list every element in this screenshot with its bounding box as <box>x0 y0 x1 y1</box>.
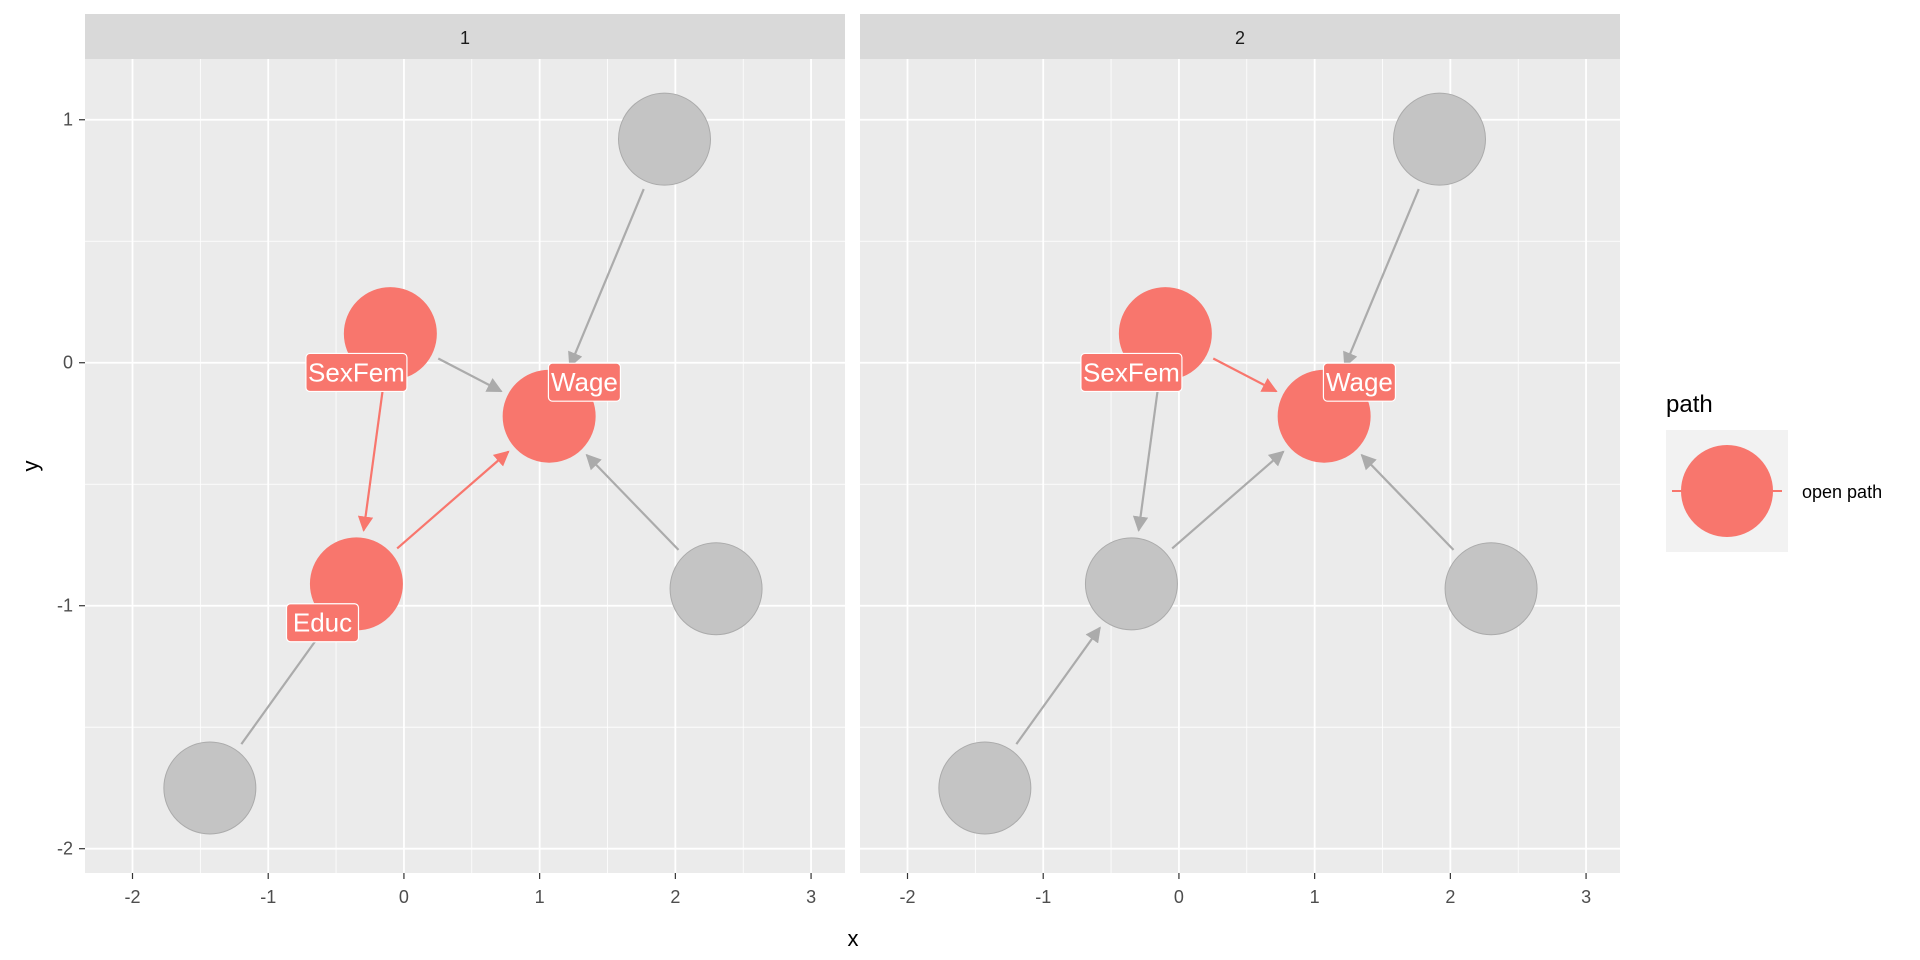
x-tick-label: 1 <box>1310 887 1320 907</box>
node-label-text: Wage <box>551 367 618 397</box>
y-tick-label: -2 <box>57 839 73 859</box>
node-labels: SexFem Wage Educ <box>285 352 622 643</box>
panel-background <box>85 59 845 873</box>
facet-panel-1: 1 -2 -1 0 1 2 3 SexFem Wage Educ <box>85 14 845 907</box>
node-u_top <box>618 92 711 186</box>
node-educ <box>1084 537 1178 631</box>
x-tick-label: 0 <box>1174 887 1184 907</box>
x-tick-label: 3 <box>806 887 816 907</box>
legend-title: path <box>1666 391 1713 418</box>
node-label-box <box>305 352 408 393</box>
y-axis: -2 -1 0 1 <box>57 110 85 859</box>
node-u_top <box>1393 92 1486 186</box>
node-label-box <box>1080 352 1183 393</box>
facet-panels: 1 -2 -1 0 1 2 3 SexFem Wage Educ 2 -2 -1 0 1 2 3 SexFem Wa… <box>85 14 1620 907</box>
node-label-sexfem: SexFem <box>305 352 408 393</box>
facet-panel-2: 2 -2 -1 0 1 2 3 SexFem Wage <box>860 14 1620 907</box>
node-label-text: Educ <box>293 608 352 638</box>
x-tick-label: -1 <box>260 887 276 907</box>
x-tick-label: -2 <box>899 887 915 907</box>
node-label-box <box>1322 362 1397 402</box>
node-label-text: Wage <box>1326 367 1393 397</box>
x-axis: -2 -1 0 1 2 3 <box>899 873 1591 907</box>
facet-strip <box>85 14 845 59</box>
facet-strip-label: 1 <box>460 28 470 48</box>
y-tick-label: 1 <box>63 110 73 130</box>
x-tick-label: 0 <box>399 887 409 907</box>
node-u_right <box>669 542 763 636</box>
x-tick-label: -1 <box>1035 887 1051 907</box>
edge-sexfem-to-educ <box>1132 386 1160 532</box>
edge-educ-to-wage <box>1171 450 1285 550</box>
node-u_right <box>1444 542 1538 636</box>
x-tick-label: 3 <box>1581 887 1591 907</box>
node-label-sexfem: SexFem <box>1080 352 1183 393</box>
node-label-wage: Wage <box>1322 362 1397 402</box>
gridlines <box>860 59 1620 873</box>
node-label-wage: Wage <box>547 362 622 402</box>
facet-strip <box>860 14 1620 59</box>
edge-u_right-to-wage <box>1360 453 1455 551</box>
x-tick-label: 1 <box>535 887 545 907</box>
node-u_bottom <box>938 741 1032 835</box>
x-tick-label: -2 <box>124 887 140 907</box>
edge-u_bottom-to-educ <box>1015 626 1101 745</box>
facet-strip-label: 2 <box>1235 28 1245 48</box>
edge-u_bottom-to-educ <box>240 627 326 745</box>
edges <box>1015 188 1455 745</box>
y-tick-label: -1 <box>57 596 73 616</box>
node-labels: SexFem Wage <box>1080 352 1397 402</box>
node-label-box <box>547 362 622 402</box>
x-tick-label: 2 <box>1445 887 1455 907</box>
panel-background <box>860 59 1620 873</box>
y-tick-label: 0 <box>63 353 73 373</box>
node-label-educ: Educ <box>285 603 360 643</box>
edge-u_top-to-wage <box>1343 188 1420 368</box>
node-u_bottom <box>163 741 257 835</box>
edge-u_right-to-wage <box>585 453 680 551</box>
node-label-text: SexFem <box>1083 357 1180 387</box>
edge-u_top-to-wage <box>568 188 645 368</box>
edge-sexfem-to-wage <box>437 357 503 393</box>
legend-item-label: open path <box>1802 482 1882 502</box>
edge-sexfem-to-wage <box>1212 357 1278 393</box>
node-label-box <box>285 603 360 643</box>
x-axis: -2 -1 0 1 2 3 <box>124 873 816 907</box>
x-axis-title: x <box>848 926 859 951</box>
legend-key-open <box>1681 445 1773 537</box>
node-label-text: SexFem <box>308 357 405 387</box>
legend: path open path <box>1666 391 1882 552</box>
edge-sexfem-to-educ <box>357 386 385 532</box>
edges <box>240 188 680 745</box>
edge-educ-to-wage <box>396 450 510 550</box>
y-axis-title: y <box>18 461 43 472</box>
x-tick-label: 2 <box>670 887 680 907</box>
